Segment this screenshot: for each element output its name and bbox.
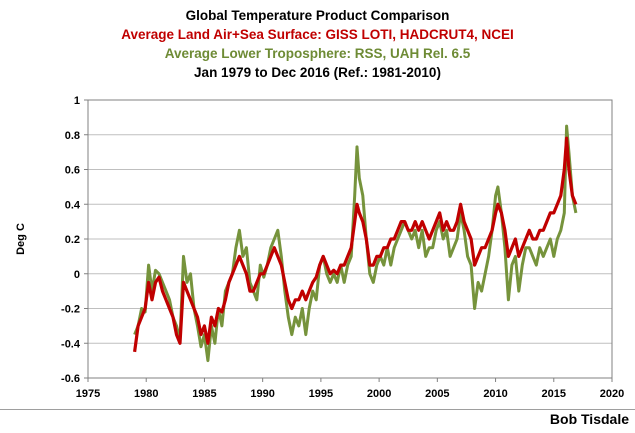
chart-title: Global Temperature Product Comparison — [185, 8, 450, 23]
y-axis-label: Deg C — [15, 223, 27, 255]
chart-titles: Global Temperature Product Comparison Av… — [0, 6, 635, 82]
y-axis-ticks: -0.6 -0.4 -0.2 0 0.2 0.4 0.6 0.8 1 — [61, 95, 88, 385]
series-line-surface — [133, 136, 578, 353]
subtitle-period: Jan 1979 to Dec 2016 (Ref.: 1981-2010) — [194, 65, 441, 80]
footer-divider — [0, 409, 635, 410]
x-tick-label: 1995 — [309, 388, 333, 400]
y-tick-label: 1 — [74, 95, 80, 107]
x-axis-ticks: 1975 1980 1985 1990 1995 2000 2005 2010 2015 2020 — [76, 378, 624, 400]
y-tick-label: 0.2 — [65, 234, 80, 246]
x-tick-label: 2005 — [425, 388, 449, 400]
y-tick-label: 0 — [74, 269, 80, 281]
x-tick-label: 1975 — [76, 388, 100, 400]
x-tick-label: 1980 — [134, 388, 158, 400]
y-tick-label: -0.4 — [61, 338, 81, 350]
gridlines — [88, 99, 612, 379]
x-tick-label: 1990 — [250, 388, 274, 400]
series-line-troposphere — [133, 124, 578, 363]
x-tick-label: 2000 — [367, 388, 391, 400]
y-tick-label: -0.6 — [61, 373, 80, 385]
y-tick-label: 0.8 — [65, 130, 80, 142]
y-tick-label: -0.2 — [61, 304, 80, 316]
author-credit: Bob Tisdale — [549, 411, 629, 427]
x-tick-label: 2020 — [600, 388, 624, 400]
x-tick-label: 1985 — [192, 388, 216, 400]
x-tick-label: 2015 — [542, 388, 566, 400]
subtitle-troposphere: Average Lower Troposphere: RSS, UAH Rel.… — [164, 46, 471, 61]
series-lines — [133, 124, 578, 363]
y-tick-label: 0.4 — [65, 199, 81, 211]
subtitle-surface: Average Land Air+Sea Surface: GISS LOTI,… — [121, 27, 514, 42]
y-tick-label: 0.6 — [65, 165, 80, 177]
x-tick-label: 2010 — [483, 388, 507, 400]
